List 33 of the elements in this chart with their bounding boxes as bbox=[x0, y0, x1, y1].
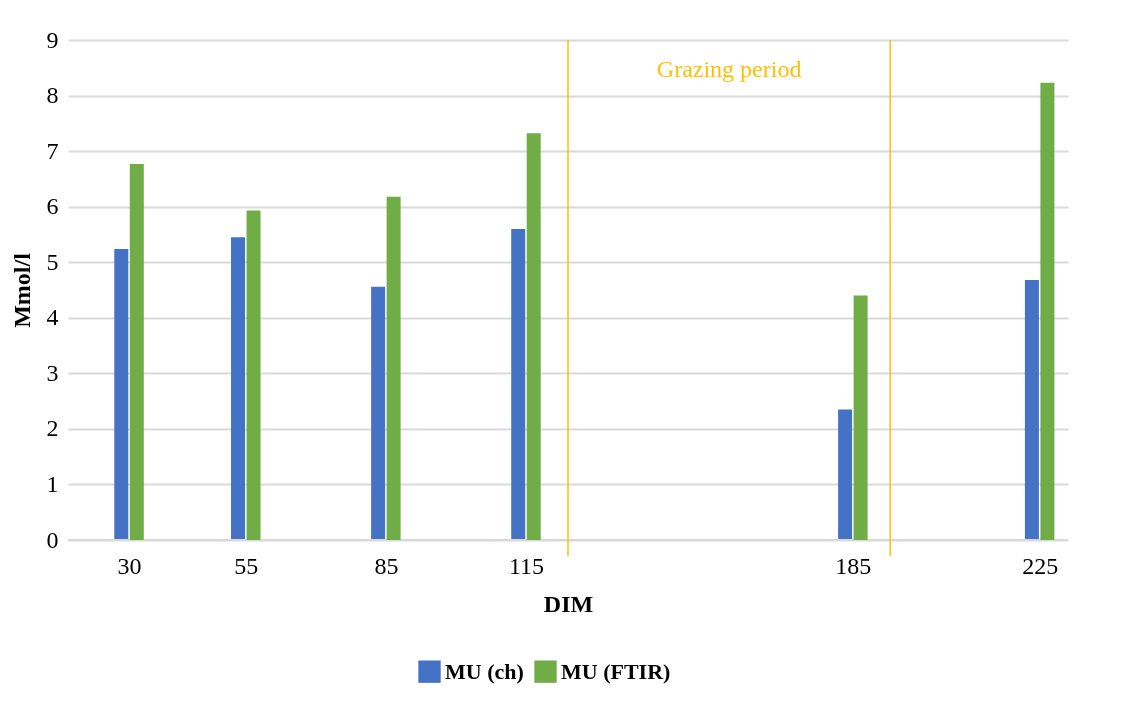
y-tick-label: 4 bbox=[46, 304, 59, 331]
legend-label: MU (FTIR) bbox=[561, 658, 671, 684]
bar bbox=[511, 228, 526, 540]
y-tick-label: 2 bbox=[46, 415, 59, 442]
x-tick-label: 115 bbox=[508, 552, 545, 579]
y-tick-label: 6 bbox=[46, 193, 59, 220]
bar bbox=[1024, 280, 1039, 540]
y-tick-label: 1 bbox=[46, 470, 59, 497]
y-tick-label: 8 bbox=[46, 82, 59, 109]
bar bbox=[853, 295, 868, 540]
y-tick-label: 3 bbox=[46, 359, 59, 386]
legend-label: MU (ch) bbox=[445, 658, 524, 684]
bar bbox=[838, 409, 853, 540]
y-tick-label: 0 bbox=[46, 526, 59, 553]
bar bbox=[1040, 82, 1055, 540]
x-tick-label: 85 bbox=[374, 552, 399, 579]
bar bbox=[386, 196, 401, 540]
annotation: Grazing period bbox=[656, 56, 802, 82]
bar bbox=[231, 237, 246, 540]
bar bbox=[371, 286, 386, 540]
x-tick-label: 30 bbox=[117, 552, 142, 579]
x-axis-title: DIM bbox=[543, 590, 594, 617]
bar bbox=[129, 163, 144, 540]
y-tick-label: 5 bbox=[46, 248, 59, 275]
bar bbox=[526, 133, 541, 540]
x-tick-label: 185 bbox=[835, 552, 872, 579]
y-axis-title: Mmol/l bbox=[8, 252, 35, 328]
y-tick-label: 7 bbox=[46, 137, 59, 164]
bar bbox=[114, 248, 129, 540]
x-tick-label: 225 bbox=[1022, 552, 1059, 579]
y-tick-label: 9 bbox=[46, 26, 59, 53]
x-tick-label: 55 bbox=[234, 552, 259, 579]
bar bbox=[246, 210, 261, 540]
